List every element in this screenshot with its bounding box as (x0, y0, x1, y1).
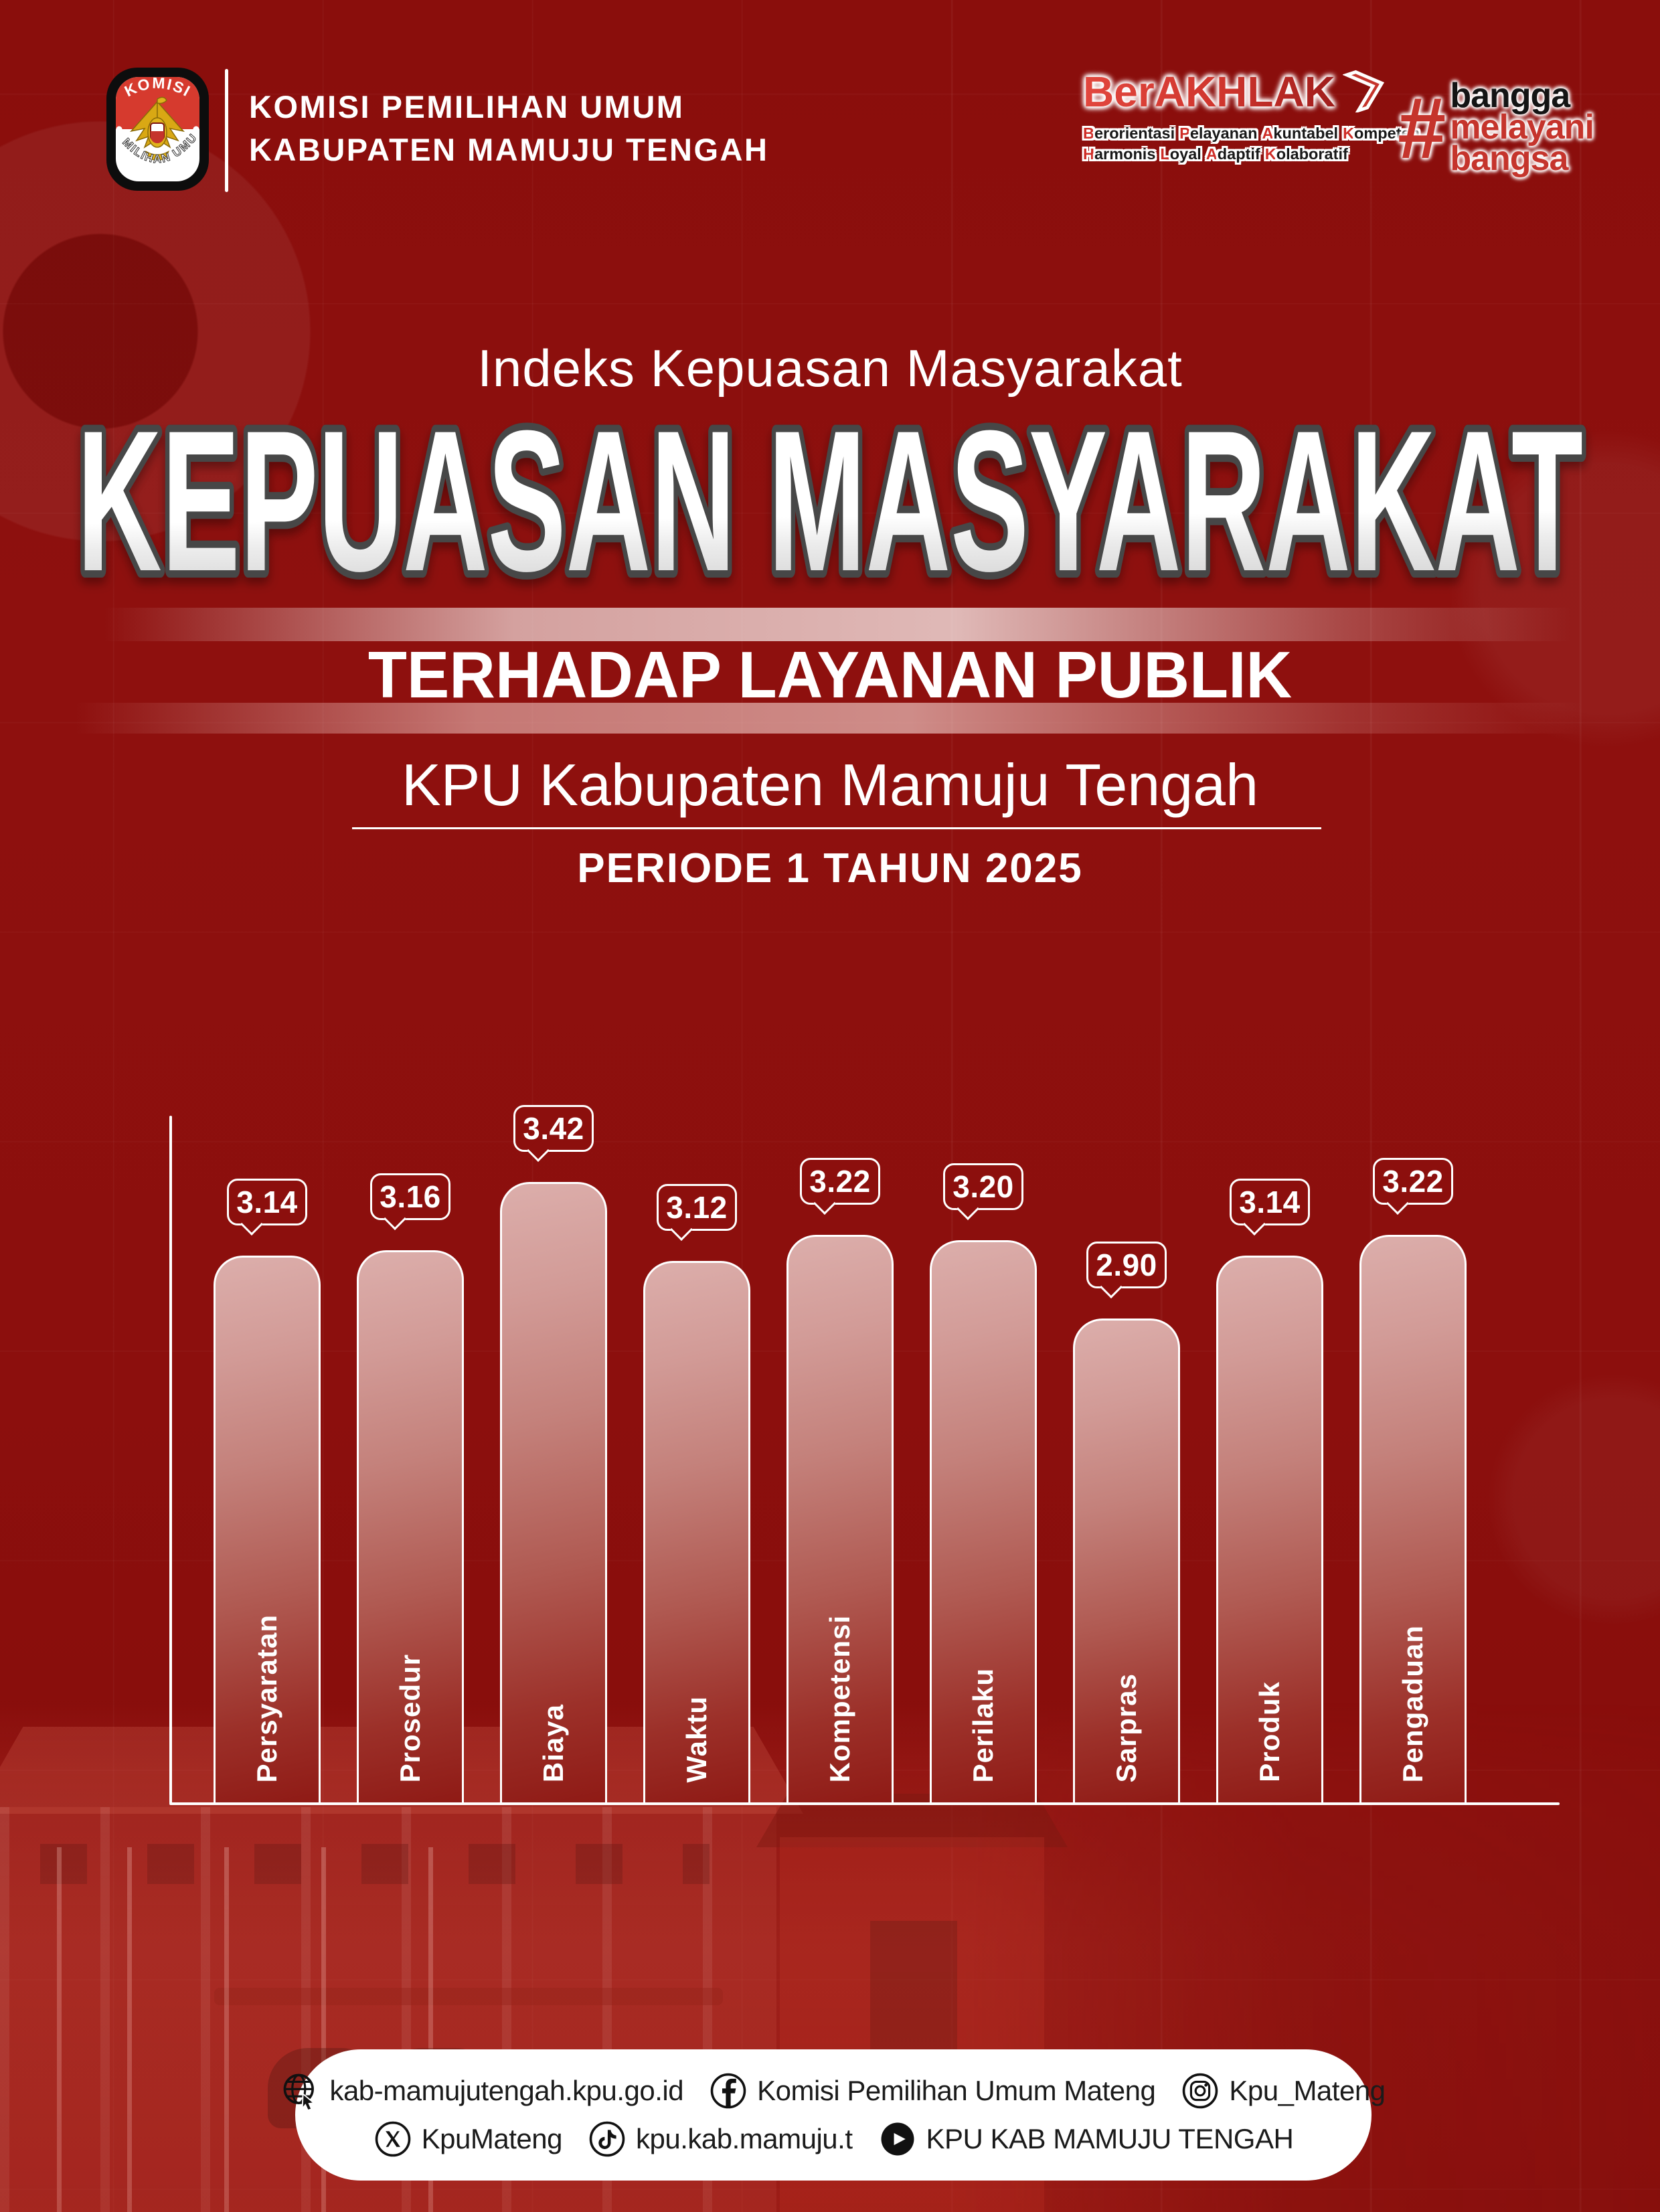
org-name-line2: KABUPATEN MAMUJU TENGAH (249, 132, 769, 167)
x-twitter-link[interactable]: KpuMateng (374, 2120, 563, 2158)
bar-category-label: Prosedur (394, 1653, 426, 1782)
building-facade (0, 1807, 776, 2212)
instagram-label: Kpu_Mateng (1229, 2075, 1386, 2106)
bar-value-bubble: 3.14 (227, 1179, 307, 1225)
bar-value-bubble: 3.22 (1373, 1158, 1453, 1205)
tiktok-icon (589, 2121, 625, 2157)
bar-waktu: 3.12 Waktu (643, 1184, 750, 1802)
bar-category-label: Waktu (681, 1695, 712, 1782)
org-name: KOMISI PEMILIHAN UMUM KABUPATEN MAMUJU T… (249, 86, 768, 171)
bar-produk: 3.14 Produk (1216, 1179, 1323, 1802)
bar-kompetensi: 3.22 Kompetensi (786, 1158, 894, 1802)
flag-pole (57, 1847, 62, 2212)
bar-sarpras: 2.90 Sarpras (1073, 1242, 1180, 1802)
youtube-link[interactable]: KPU KAB MAMUJU TENGAH (878, 2120, 1294, 2158)
bar-value-bubble: 3.22 (800, 1158, 880, 1205)
bangga-melayani-bangsa-logo: # bangga melayani bangsa (1398, 76, 1594, 178)
bar-category-label: Pengaduan (1397, 1624, 1428, 1782)
footer-row-1: kab-mamujutengah.kpu.go.id Komisi Pemili… (281, 2071, 1386, 2110)
org-title: KPU Kabupaten Mamuju Tengah (401, 752, 1259, 818)
tiktok-link[interactable]: kpu.kab.mamuju.t (588, 2120, 853, 2158)
bar-value-bubble: 3.42 (513, 1105, 594, 1152)
bangga-word-2: melayani (1450, 108, 1594, 147)
bar-persyaratan: 3.14 Persyaratan (214, 1179, 321, 1802)
kpu-logo: KOMISI PEMILIHAN UMUM (106, 67, 209, 191)
chart-y-axis (169, 1116, 172, 1804)
bangga-word-3: bangsa (1450, 139, 1568, 178)
bar-prosedur: 3.16 Prosedur (357, 1173, 464, 1802)
website-link[interactable]: kab-mamujutengah.kpu.go.id (281, 2071, 684, 2110)
bar-category-label: Biaya (537, 1703, 569, 1782)
header-divider (225, 69, 228, 192)
facebook-icon (710, 2073, 746, 2109)
shine-band-lower (27, 703, 1633, 734)
org-name-line1: KOMISI PEMILIHAN UMUM (249, 89, 685, 124)
building-canopy (214, 1988, 723, 2005)
berakhlak-tagline-1: Berorientasi Pelayanan Akuntabel Kompeten (1083, 124, 1420, 142)
bangga-word-1: bangga (1450, 76, 1570, 115)
facebook-link[interactable]: Komisi Pemilihan Umum Mateng (709, 2071, 1156, 2110)
periode-label: PERIODE 1 TAHUN 2025 (577, 845, 1083, 891)
building-windows (40, 1844, 710, 1884)
shine-band-upper (40, 608, 1620, 641)
footer-social-bar: kab-mamujutengah.kpu.go.id Komisi Pemili… (284, 2049, 1386, 2181)
bar-value-bubble: 3.14 (1230, 1179, 1310, 1225)
instagram-link[interactable]: Kpu_Mateng (1181, 2071, 1386, 2110)
globe-icon (284, 2073, 316, 2110)
footer-row-2: KpuMateng kpu.kab.mamuju.t KPU KAB MAMUJ… (374, 2120, 1294, 2158)
berakhlak-logo: BerAKHLAK Berorientasi Pelayanan Akuntabel… (1083, 67, 1420, 165)
main-title: KEPUASAN MASYARAKAT (70, 395, 1590, 616)
youtube-label: KPU KAB MAMUJU TENGAH (926, 2123, 1294, 2154)
svg-text:KEPUASAN MASYARAKAT: KEPUASAN MASYARAKAT (77, 395, 1583, 613)
bar-category-label: Persyaratan (251, 1614, 282, 1783)
flag-pole (127, 1847, 132, 2212)
website-label: kab-mamujutengah.kpu.go.id (329, 2075, 684, 2106)
flag-pole (224, 1847, 229, 2212)
berakhlak-title: BerAKHLAK (1083, 67, 1398, 116)
bar-perilaku: 3.20 Perilaku (930, 1163, 1037, 1802)
org-title-underline (352, 827, 1321, 829)
bar-biaya: 3.42 Biaya (500, 1105, 607, 1802)
berakhlak-arrow-icon (1343, 70, 1385, 112)
flag-pole (428, 1847, 433, 2212)
youtube-icon (881, 2122, 914, 2156)
bar-pengaduan: 3.22 Pengaduan (1359, 1158, 1467, 1802)
bar-value-bubble: 3.20 (943, 1163, 1023, 1210)
x-icon (375, 2121, 410, 2157)
flag-pole (321, 1847, 326, 2212)
bar-category-label: Sarpras (1110, 1673, 1142, 1782)
bar-category-label: Produk (1254, 1681, 1285, 1782)
instagram-icon (1183, 2073, 1218, 2109)
x-label: KpuMateng (421, 2123, 563, 2154)
subtitle: TERHADAP LAYANAN PUBLIK (367, 638, 1293, 711)
chart-x-axis (169, 1802, 1560, 1805)
kicker-title: Indeks Kepuasan Masyarakat (477, 339, 1183, 398)
facebook-label: Komisi Pemilihan Umum Mateng (757, 2075, 1156, 2106)
bar-value-bubble: 3.16 (370, 1173, 450, 1220)
tiktok-label: kpu.kab.mamuju.t (636, 2123, 853, 2154)
bar-value-bubble: 2.90 (1086, 1242, 1167, 1288)
hashtag-icon: # (1398, 78, 1446, 177)
berakhlak-tagline-2: Harmonis Loyal Adaptif Kolaboratif (1083, 145, 1348, 163)
bar-category-label: Kompetensi (824, 1614, 855, 1782)
bar-value-bubble: 3.12 (657, 1184, 737, 1231)
bar-category-label: Perilaku (967, 1667, 999, 1782)
